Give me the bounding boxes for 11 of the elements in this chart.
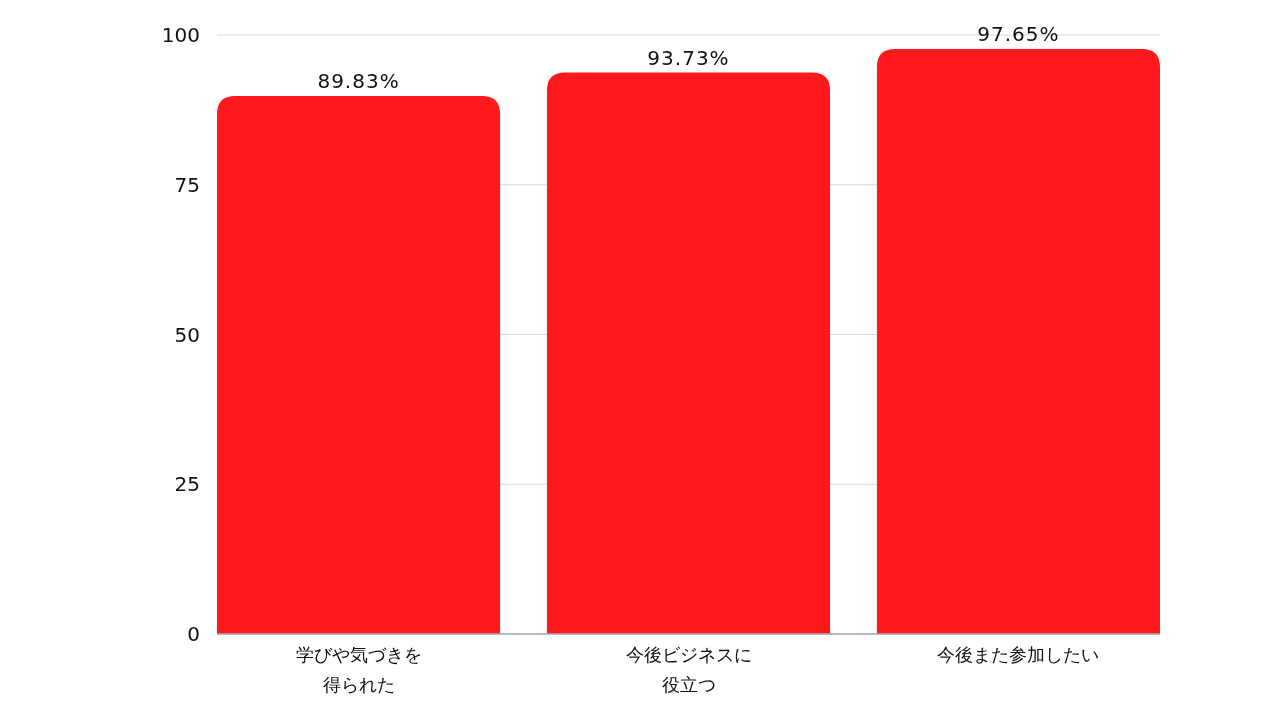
y-tick-label: 50: [174, 322, 200, 347]
x-tick-label: 今後また参加したい: [937, 644, 1100, 665]
data-label: 97.65%: [977, 22, 1060, 47]
y-tick-label: 75: [174, 172, 200, 197]
y-tick-label: 25: [174, 472, 200, 497]
data-label: 93.73%: [647, 45, 730, 70]
y-tick-label: 0: [187, 622, 200, 646]
y-tick-label: 100: [161, 23, 200, 47]
x-tick-label: 今後ビジネスに役立つ: [625, 644, 752, 695]
data-label: 89.83%: [317, 68, 400, 93]
x-tick-label: 学びや気づきを得られた: [295, 644, 422, 695]
